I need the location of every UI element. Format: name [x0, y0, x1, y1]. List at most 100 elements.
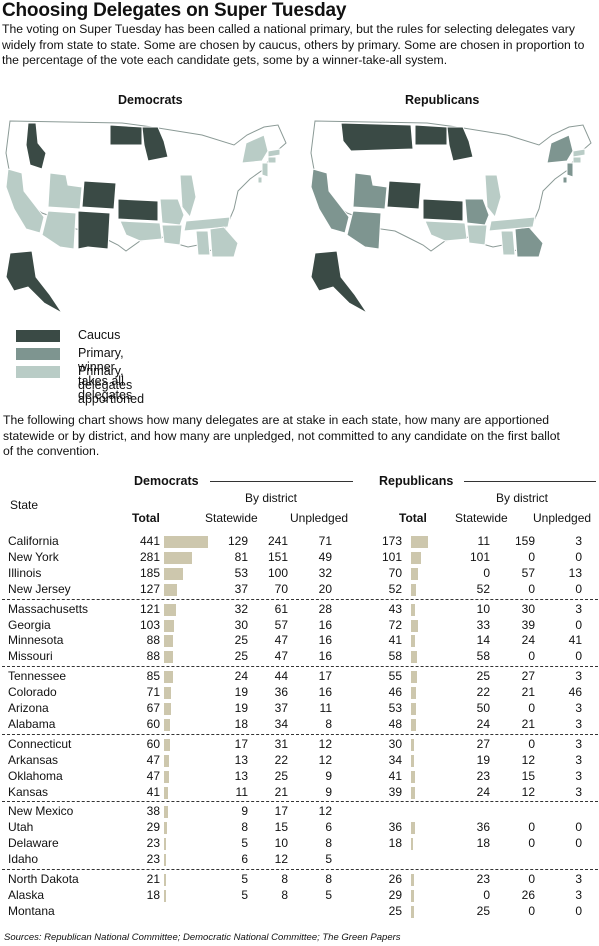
dem-unpledged: 8 [325, 872, 332, 886]
dem-statewide: 8 [241, 820, 248, 835]
rep-total-bar [411, 583, 417, 596]
rep-total: 173 [381, 534, 402, 548]
rep-total-bar [411, 671, 417, 684]
rep-unpledged: 3 [575, 601, 582, 616]
dem-unpledged: 5 [325, 852, 332, 867]
state-name: Minnesota [8, 633, 64, 648]
state-name: Connecticut [8, 736, 72, 751]
dem-total-bar [164, 619, 175, 632]
dem-statewide: 53 [234, 565, 248, 580]
dem-table-heading: Democrats [134, 474, 199, 488]
dem-statewide: 32 [234, 601, 248, 616]
rep-total [370, 804, 402, 819]
rep-statewide: 50 [476, 701, 490, 715]
rep-total-bar [411, 619, 419, 632]
rep-total-bar [411, 874, 414, 886]
rep-unpledged: 0 [575, 581, 582, 596]
rep-district: 0 [528, 872, 535, 886]
dem-statewide: 19 [234, 701, 248, 715]
dem-unpledged-header: Unpledged [290, 511, 349, 525]
rep-total: 52 [388, 581, 402, 596]
rep-total-bar [411, 738, 414, 751]
rep-statewide: 27 [476, 736, 490, 751]
rep-unpledged: 3 [575, 716, 582, 731]
page-title: Choosing Delegates on Super Tuesday [2, 0, 347, 21]
state-utah [47, 172, 83, 210]
rep-district: 0 [528, 649, 535, 664]
dem-unpledged: 32 [318, 565, 332, 580]
dem-total-bar [164, 838, 167, 851]
rep-unpledged: 3 [575, 736, 582, 751]
state-delaware [562, 176, 568, 184]
rep-total-bar [411, 889, 414, 902]
state-new-york [241, 134, 269, 164]
rep-statewide-header: Statewide [455, 511, 508, 525]
rep-total: 30 [388, 736, 402, 751]
rep-total-bar [411, 551, 422, 564]
state-alabama [195, 230, 211, 256]
rep-total-bar [411, 687, 416, 700]
dem-total: 21 [146, 872, 160, 886]
dem-unpledged: 17 [318, 669, 332, 684]
state-name: Montana [8, 903, 55, 918]
dem-unpledged: 16 [318, 633, 332, 648]
rep-unpledged: 46 [568, 685, 582, 700]
rep-total-bar [411, 770, 416, 783]
winner-take-all-swatch [16, 348, 60, 360]
state-arizona [346, 210, 382, 250]
dem-total-bar [164, 854, 167, 867]
rep-statewide [460, 852, 490, 867]
state-name: Missouri [8, 649, 53, 664]
dem-total: 38 [146, 804, 160, 819]
rep-total-bar [411, 786, 415, 799]
rep-statewide: 22 [476, 685, 490, 700]
rep-statewide: 23 [476, 768, 490, 783]
dem-total: 88 [146, 633, 160, 648]
dem-total-bar [164, 603, 177, 616]
dem-map-heading: Democrats [118, 93, 183, 107]
dem-total-bar [164, 687, 172, 700]
rep-unpledged [552, 804, 582, 819]
dem-total-bar [164, 874, 167, 886]
rep-district: 57 [521, 565, 535, 580]
state-name: Colorado [8, 685, 57, 700]
rep-statewide: 23 [476, 872, 490, 886]
dem-district: 36 [274, 685, 288, 700]
dem-total: 71 [146, 685, 160, 700]
rep-total [370, 852, 402, 867]
dem-unpledged: 5 [325, 887, 332, 902]
dem-unpledged: 71 [318, 534, 332, 548]
rep-unpledged: 0 [575, 549, 582, 564]
rep-unpledged [552, 852, 582, 867]
rep-unpledged: 41 [568, 633, 582, 648]
state-new-york [546, 134, 574, 164]
rep-district: 0 [528, 903, 535, 918]
rep-total-bar [411, 536, 429, 548]
state-oklahoma [424, 220, 468, 242]
dem-by-district-header: By district [245, 491, 298, 505]
state-california [310, 168, 350, 234]
rep-district: 27 [521, 669, 535, 684]
state-name: Arizona [8, 701, 49, 715]
rep-statewide: 36 [476, 820, 490, 835]
rep-total-bar [411, 703, 417, 715]
dem-total-bar [164, 770, 169, 783]
rep-unpledged: 3 [575, 768, 582, 783]
state-montana [340, 122, 414, 152]
dem-total [118, 904, 160, 919]
dem-total: 47 [146, 768, 160, 783]
rep-district: 24 [521, 633, 535, 648]
rep-district: 39 [521, 617, 535, 632]
state-new-jersey [261, 162, 269, 178]
dem-statewide: 5 [241, 836, 248, 851]
state-oklahoma [119, 220, 163, 242]
rep-total: 18 [388, 836, 402, 851]
dem-total-bar [164, 635, 173, 648]
rep-statewide: 24 [476, 784, 490, 799]
rep-statewide: 18 [476, 836, 490, 851]
dem-statewide: 25 [234, 633, 248, 648]
state-connecticut [267, 156, 277, 164]
state-new-mexico [77, 210, 111, 250]
dem-district: 8 [281, 887, 288, 902]
dem-total: 23 [146, 852, 160, 867]
